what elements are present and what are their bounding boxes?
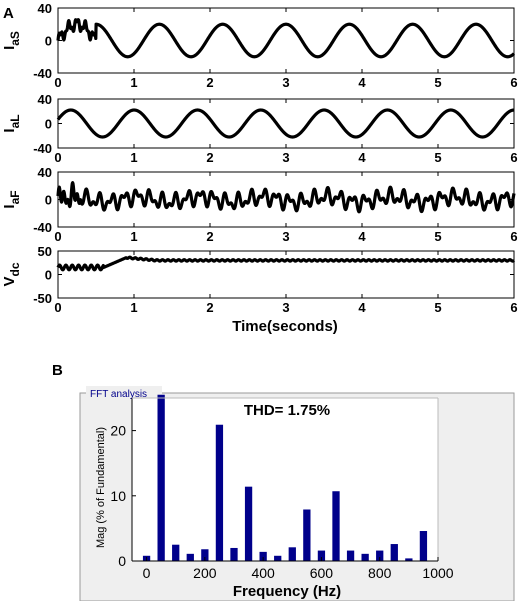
fft-bar xyxy=(390,544,398,561)
fft-bar xyxy=(157,394,165,561)
time-axis-label: Time(seconds) xyxy=(232,318,338,335)
series-line xyxy=(56,181,516,214)
fft-bar xyxy=(244,486,253,561)
y-tick-label: 50 xyxy=(38,244,52,259)
y-tick-label: 40 xyxy=(38,1,52,16)
x-tick-label: 3 xyxy=(282,229,289,244)
fft-bar xyxy=(332,491,340,561)
fft-bar xyxy=(172,544,180,561)
y-axis-label: Vdc xyxy=(1,262,22,286)
fft-bar xyxy=(361,553,369,561)
fft-bar xyxy=(201,549,209,561)
x-tick-label: 5 xyxy=(434,229,441,244)
panel-b-label: B xyxy=(52,362,63,379)
x-tick-label: 3 xyxy=(282,75,289,90)
x-tick-label: 400 xyxy=(251,565,275,581)
fft-y-label: Mag (% of Fundamental) xyxy=(95,427,107,548)
y-tick-label: 0 xyxy=(45,117,52,132)
x-tick-label: 1 xyxy=(130,150,137,165)
y-tick-label: 20 xyxy=(110,423,126,439)
x-tick-label: 2 xyxy=(206,75,213,90)
x-tick-label: 6 xyxy=(510,229,517,244)
x-tick-label: 5 xyxy=(434,150,441,165)
panel-a-label: A xyxy=(3,5,14,22)
y-tick-label: 0 xyxy=(45,268,52,283)
x-tick-label: 4 xyxy=(358,150,366,165)
x-tick-label: 0 xyxy=(54,300,61,315)
x-tick-label: 1000 xyxy=(422,565,453,581)
fft-bar xyxy=(303,509,311,561)
x-tick-label: 4 xyxy=(358,75,366,90)
y-tick-label: 40 xyxy=(38,165,52,180)
x-tick-label: 2 xyxy=(206,229,213,244)
fft-plot-area xyxy=(132,398,438,561)
y-axis-label: IaS xyxy=(1,31,22,50)
fft-bar xyxy=(288,547,296,561)
x-tick-label: 5 xyxy=(434,75,441,90)
x-tick-label: 5 xyxy=(434,300,441,315)
axes-box xyxy=(57,98,515,149)
y-tick-label: 40 xyxy=(38,92,52,107)
x-tick-label: 1 xyxy=(130,75,137,90)
x-tick-label: 2 xyxy=(206,150,213,165)
fft-bar xyxy=(274,555,282,561)
series-line xyxy=(56,18,516,59)
y-tick-label: 0 xyxy=(45,193,52,208)
x-tick-label: 6 xyxy=(510,150,517,165)
fft-bar xyxy=(230,547,238,561)
series-line xyxy=(56,255,516,272)
x-tick-label: 800 xyxy=(368,565,392,581)
x-tick-label: 6 xyxy=(510,75,517,90)
fft-bar xyxy=(376,550,384,561)
fft-title: THD= 1.75% xyxy=(244,402,330,419)
y-tick-label: -40 xyxy=(33,66,52,81)
x-tick-label: 4 xyxy=(358,229,366,244)
x-tick-label: 1 xyxy=(130,229,137,244)
x-tick-label: 600 xyxy=(310,565,334,581)
fft-bar xyxy=(186,553,194,561)
x-tick-label: 6 xyxy=(510,300,517,315)
y-tick-label: 10 xyxy=(110,488,126,504)
x-tick-label: 3 xyxy=(282,150,289,165)
x-tick-label: 0 xyxy=(143,565,151,581)
x-tick-label: 0 xyxy=(54,229,61,244)
y-tick-label: 0 xyxy=(118,553,126,569)
x-tick-label: 200 xyxy=(193,565,217,581)
y-axis-label: IaF xyxy=(1,190,22,208)
fft-bar-chart: 0 200 400 600 800 1000 0 10 20 THD= 1.75% Frequenc… xyxy=(95,394,454,600)
fft-tab xyxy=(86,386,162,400)
y-tick-label: -40 xyxy=(33,141,52,156)
fft-bar xyxy=(419,531,428,561)
x-tick-label: 2 xyxy=(206,300,213,315)
x-tick-label: 4 xyxy=(358,300,366,315)
x-tick-label: 0 xyxy=(54,75,61,90)
fft-bar xyxy=(405,558,413,561)
series-line xyxy=(56,108,516,139)
y-tick-label: -50 xyxy=(33,291,52,306)
fft-box-label: FFT analysis xyxy=(90,389,147,400)
x-tick-label: 0 xyxy=(54,150,61,165)
x-tick-label: 1 xyxy=(130,300,137,315)
fft-x-label: Frequency (Hz) xyxy=(233,583,341,600)
y-axis-label: IaL xyxy=(1,114,22,132)
x-tick-label: 3 xyxy=(282,300,289,315)
fft-bar xyxy=(259,551,267,561)
fft-bar xyxy=(346,550,355,561)
fft-bar xyxy=(215,424,224,561)
fft-bar xyxy=(317,550,326,561)
axes-box xyxy=(57,7,515,74)
y-tick-label: -40 xyxy=(33,220,52,235)
y-tick-label: 0 xyxy=(45,34,52,49)
